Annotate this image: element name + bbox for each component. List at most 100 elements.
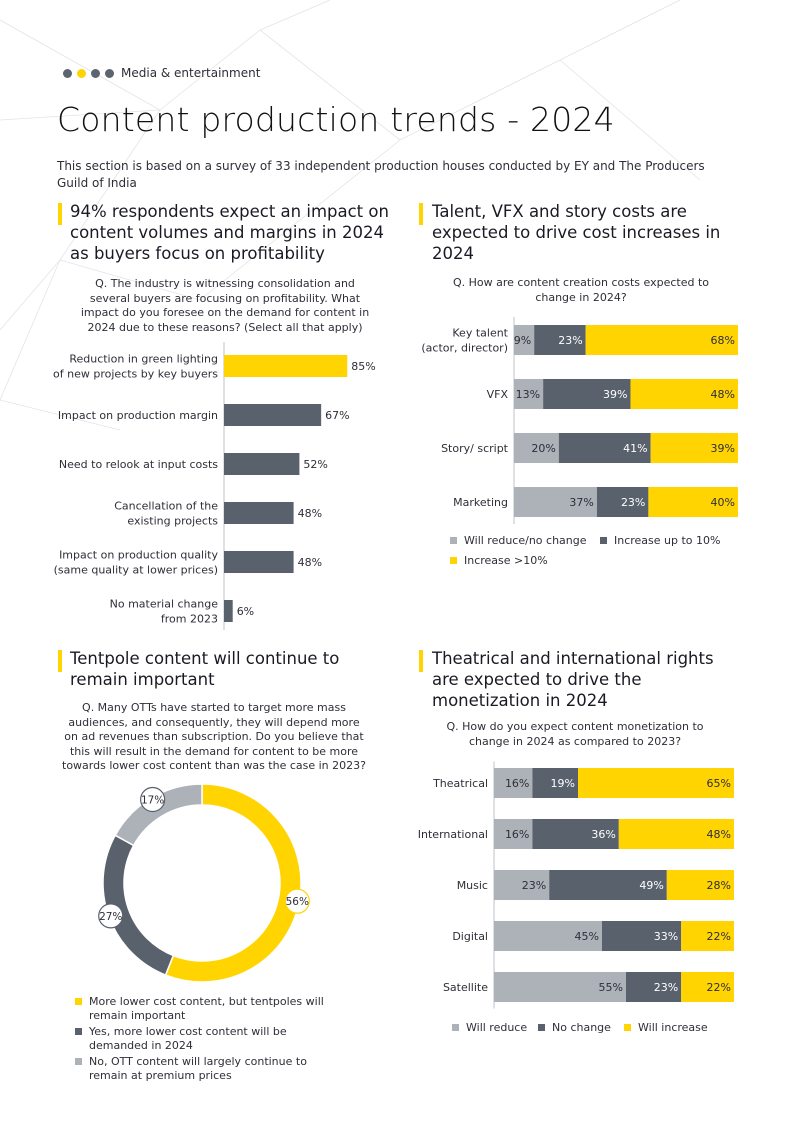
category-label: Satellite bbox=[443, 981, 488, 994]
bar-segment bbox=[494, 972, 626, 1002]
data-label: 48% bbox=[298, 507, 322, 520]
category-label: Impact on production quality (same qualit… bbox=[54, 549, 219, 577]
bar-segment bbox=[558, 433, 651, 463]
bar-segment bbox=[626, 972, 682, 1002]
heading-accent-bar bbox=[419, 203, 423, 225]
slice-label-badge bbox=[284, 888, 310, 914]
legend-label: Yes, more lower cost content will be dem… bbox=[89, 1025, 287, 1052]
category-label: Digital bbox=[452, 930, 488, 943]
panel3-heading: Tentpole content will continue to remain… bbox=[70, 649, 340, 689]
bar-segment bbox=[494, 921, 602, 951]
data-label: 37% bbox=[569, 496, 593, 509]
panel2-question: Q. How are content creation costs expect… bbox=[453, 276, 709, 304]
data-label: 16% bbox=[505, 828, 529, 841]
bar-segment bbox=[596, 487, 649, 517]
bar bbox=[224, 551, 294, 573]
legend-label: More lower cost content, but tentpoles w… bbox=[89, 995, 324, 1022]
data-label: 22% bbox=[707, 981, 731, 994]
donut-legend: More lower cost content, but tentpoles w… bbox=[75, 995, 345, 1085]
bar-segment bbox=[514, 379, 544, 409]
bar-segment bbox=[494, 768, 533, 798]
category-label: Story/ script bbox=[441, 442, 509, 455]
legend-label: Will reduce/no change bbox=[464, 534, 587, 547]
dot-icon bbox=[91, 68, 100, 78]
data-label: 52% bbox=[303, 458, 327, 471]
data-label: 23% bbox=[621, 496, 645, 509]
bar-segment bbox=[681, 972, 734, 1002]
legend-item: Increase >10% bbox=[450, 554, 548, 568]
bar-segment bbox=[549, 870, 667, 900]
bar-segment bbox=[681, 921, 734, 951]
slice-label-badge bbox=[140, 786, 166, 813]
data-label: 23% bbox=[522, 879, 546, 892]
legend-label: No change bbox=[552, 1021, 611, 1034]
legend-label: Will increase bbox=[638, 1021, 708, 1034]
legend-item: No change bbox=[538, 1021, 611, 1035]
dot-icon bbox=[105, 68, 114, 78]
section-label: Media & entertainment bbox=[121, 66, 261, 80]
legend-item: Increase up to 10% bbox=[600, 534, 721, 548]
bar bbox=[224, 355, 348, 377]
bar-segment bbox=[514, 325, 535, 355]
data-label: 28% bbox=[707, 879, 731, 892]
bar-segment bbox=[514, 433, 559, 463]
data-label: 22% bbox=[707, 930, 731, 943]
category-label: International bbox=[418, 828, 488, 841]
bar-segment bbox=[532, 768, 578, 798]
category-label: Reduction in green lighting of new projec… bbox=[53, 353, 218, 381]
legend-item: No, OTT content will largely continue to… bbox=[75, 1055, 345, 1083]
panel3-question: Q. Many OTTs have started to target more… bbox=[62, 701, 366, 772]
category-label: Cancellation of the existing projects bbox=[114, 500, 218, 528]
bar-segment bbox=[578, 768, 734, 798]
legend-swatch bbox=[624, 1023, 631, 1031]
legend-item: More lower cost content, but tentpoles w… bbox=[75, 995, 345, 1023]
data-label: 39% bbox=[711, 442, 735, 455]
category-label: VFX bbox=[487, 388, 509, 401]
heading-accent-bar bbox=[58, 203, 62, 225]
legend-swatch bbox=[450, 536, 457, 544]
data-label: 85% bbox=[351, 360, 375, 373]
bar-segment bbox=[532, 819, 619, 849]
data-label: 13% bbox=[516, 388, 540, 401]
data-label: 48% bbox=[298, 556, 322, 569]
heading-accent-bar bbox=[58, 650, 62, 672]
bar-segment bbox=[618, 819, 734, 849]
tentpole-donut-chart: 56% 27% 17% bbox=[98, 783, 310, 983]
legend-item: Yes, more lower cost content will be dem… bbox=[75, 1025, 345, 1053]
data-label: 40% bbox=[711, 496, 735, 509]
data-label: 41% bbox=[623, 442, 647, 455]
category-label: Key talent (actor, director) bbox=[421, 327, 508, 355]
monetization-chart-legend: Will reduce No change Will increase bbox=[452, 1021, 782, 1037]
data-label: 20% bbox=[531, 442, 555, 455]
legend-item: Will reduce bbox=[452, 1021, 527, 1035]
data-label: 6% bbox=[237, 605, 254, 618]
data-label: 33% bbox=[654, 930, 678, 943]
legend-label: No, OTT content will largely continue to… bbox=[89, 1055, 307, 1082]
data-label: 49% bbox=[639, 879, 663, 892]
legend-swatch bbox=[600, 536, 607, 544]
data-label: 39% bbox=[603, 388, 627, 401]
slice-label: 17% bbox=[141, 795, 164, 807]
bar-segment bbox=[666, 870, 734, 900]
bar bbox=[224, 453, 300, 475]
data-label: 65% bbox=[707, 777, 731, 790]
bar-segment bbox=[543, 379, 631, 409]
data-label: 36% bbox=[591, 828, 615, 841]
bar bbox=[224, 502, 294, 524]
data-label: 67% bbox=[325, 409, 349, 422]
data-label: 48% bbox=[707, 828, 731, 841]
data-label: 16% bbox=[505, 777, 529, 790]
panel4-heading: Theatrical and international rights are … bbox=[432, 649, 714, 710]
bar-segment bbox=[534, 325, 586, 355]
slice-label: 56% bbox=[286, 896, 309, 908]
category-label: Theatrical bbox=[432, 777, 488, 790]
bar-segment bbox=[494, 819, 533, 849]
legend-swatch bbox=[452, 1023, 459, 1031]
legend-label: Will reduce bbox=[466, 1021, 528, 1034]
section-dots-icon bbox=[63, 67, 114, 79]
legend-swatch bbox=[450, 556, 457, 564]
slice-label: 27% bbox=[99, 911, 122, 923]
dot-icon bbox=[63, 68, 72, 78]
donut-slice bbox=[164, 783, 302, 983]
